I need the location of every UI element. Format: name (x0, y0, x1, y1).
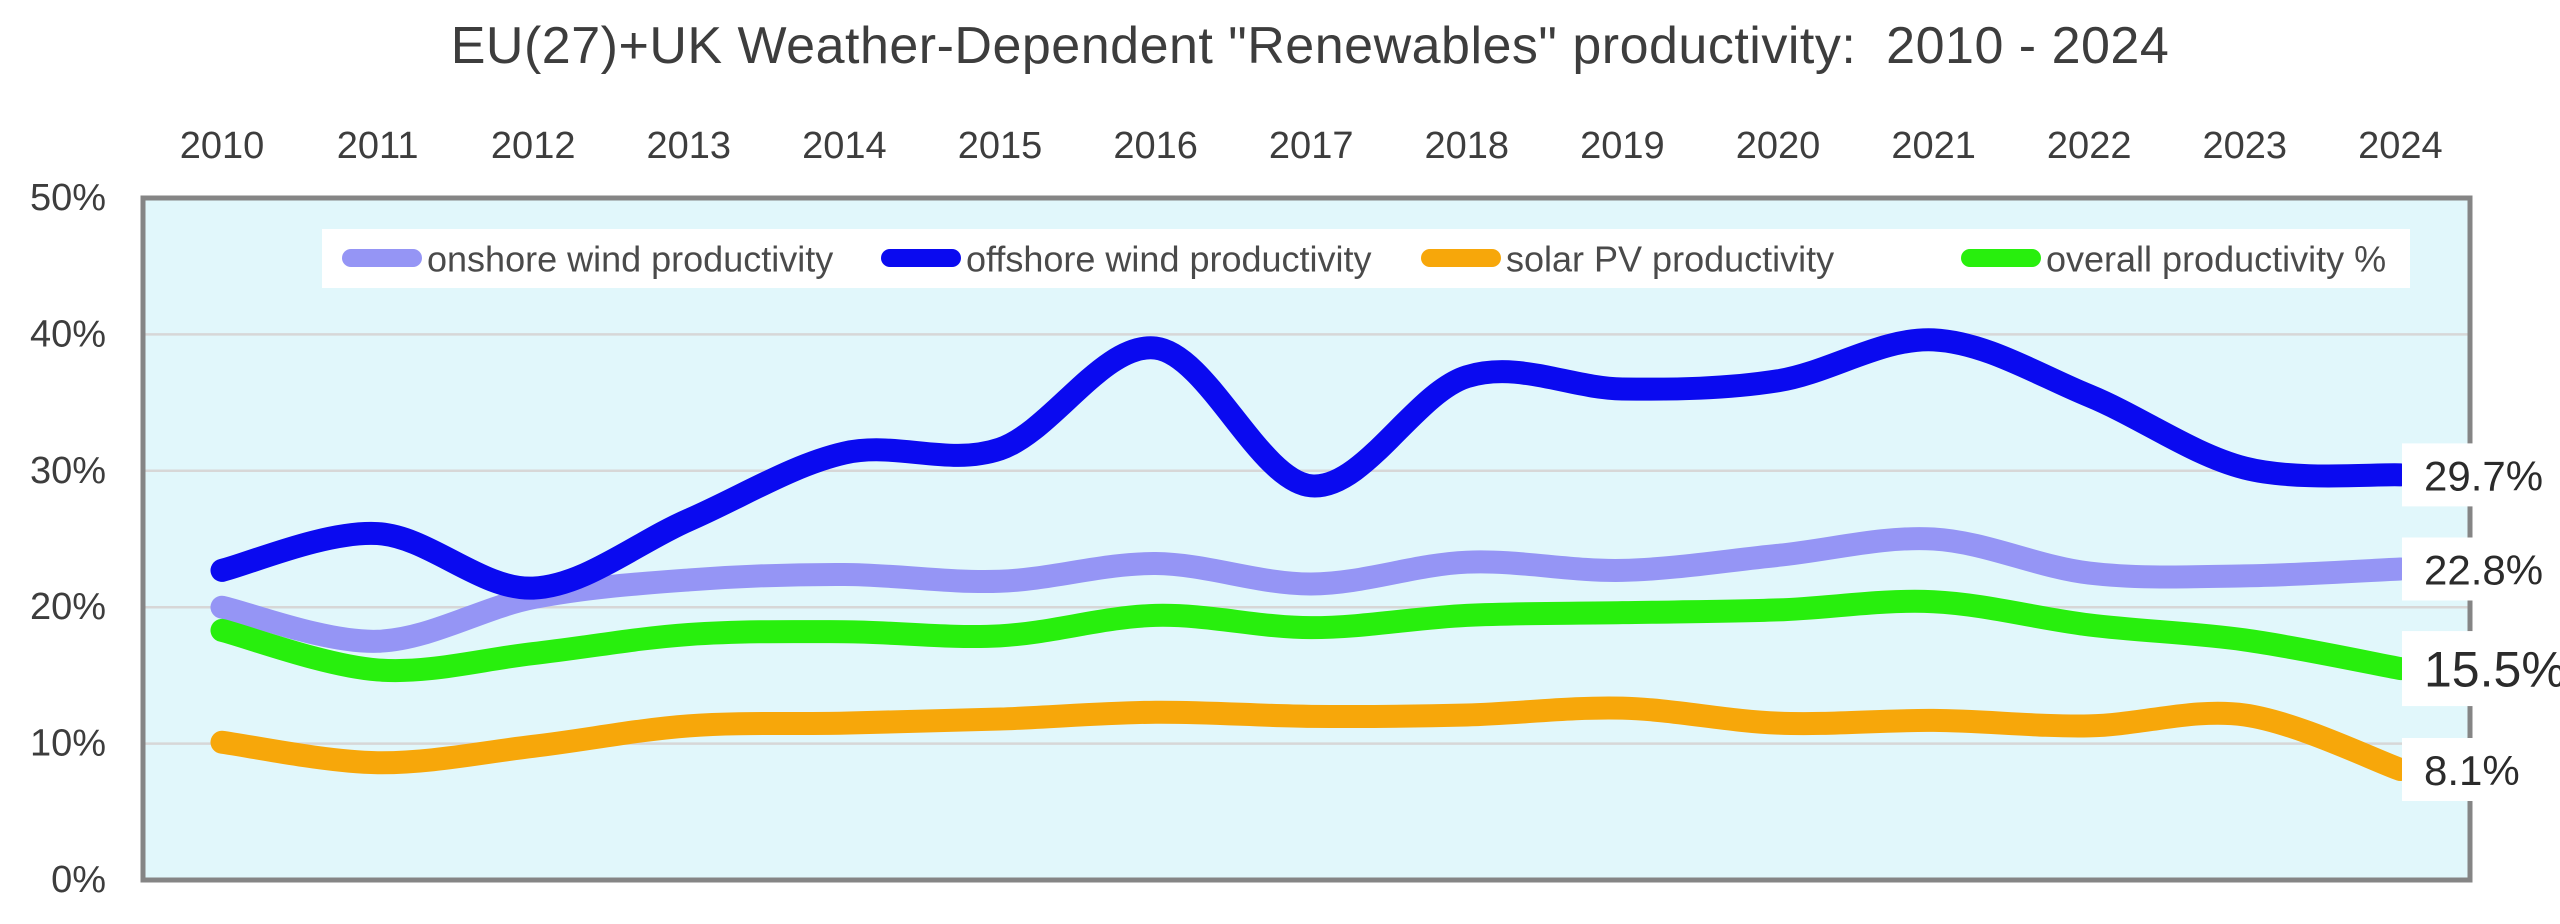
x-axis-year-label: 2014 (802, 125, 887, 167)
end-label-box (2402, 738, 2558, 802)
x-axis-year-label: 2013 (647, 125, 732, 167)
y-axis-tick-label: 50% (30, 177, 106, 219)
x-axis-year-label: 2010 (180, 125, 265, 167)
x-axis-year-label: 2015 (958, 125, 1043, 167)
x-axis-year-label: 2016 (1113, 125, 1198, 167)
series-line-onshore-wind-productivity (210, 527, 2412, 653)
chart-title: EU(27)+UK Weather-Dependent "Renewables"… (450, 17, 2170, 75)
x-axis-year-label: 2017 (1269, 125, 1354, 167)
end-label-box (2402, 443, 2558, 507)
plot-area (143, 198, 2470, 880)
legend-label-4: overall productivity % (2046, 239, 2386, 280)
x-axis-year-label: 2012 (491, 125, 576, 167)
end-label-81: 8.1% (2424, 747, 2520, 794)
y-axis-tick-label: 20% (30, 586, 106, 628)
legend-label-2: offshore wind productivity (966, 239, 1372, 280)
legend (322, 229, 2410, 288)
end-label-box (2402, 537, 2558, 601)
x-axis-year-label: 2024 (2358, 125, 2443, 167)
y-axis-tick-label: 10% (30, 723, 106, 765)
x-axis-year-label: 2022 (2047, 125, 2132, 167)
end-label-297: 29.7% (2424, 452, 2543, 499)
end-label-box (2402, 631, 2558, 707)
x-axis-year-label: 2019 (1580, 125, 1665, 167)
end-label-155: 15.5% (2424, 642, 2560, 698)
x-axis-year-label: 2021 (1891, 125, 1976, 167)
legend-label-3: solar PV productivity (1506, 239, 1834, 280)
legend-label-1: onshore wind productivity (427, 239, 833, 280)
y-axis-tick-label: 40% (30, 313, 106, 355)
x-axis-year-label: 2020 (1736, 125, 1821, 167)
series-line-solar-PV-productivity (210, 696, 2412, 782)
end-label-228: 22.8% (2424, 547, 2543, 594)
y-axis-tick-label: 30% (30, 450, 106, 492)
series-line-overall-productivity (210, 589, 2412, 683)
series-line-offshore-wind-productivity (210, 328, 2412, 600)
x-axis-year-label: 2018 (1425, 125, 1510, 167)
y-axis-tick-label: 0% (51, 859, 106, 901)
x-axis-year-label: 2023 (2203, 125, 2288, 167)
x-axis-year-label: 2011 (337, 125, 419, 167)
